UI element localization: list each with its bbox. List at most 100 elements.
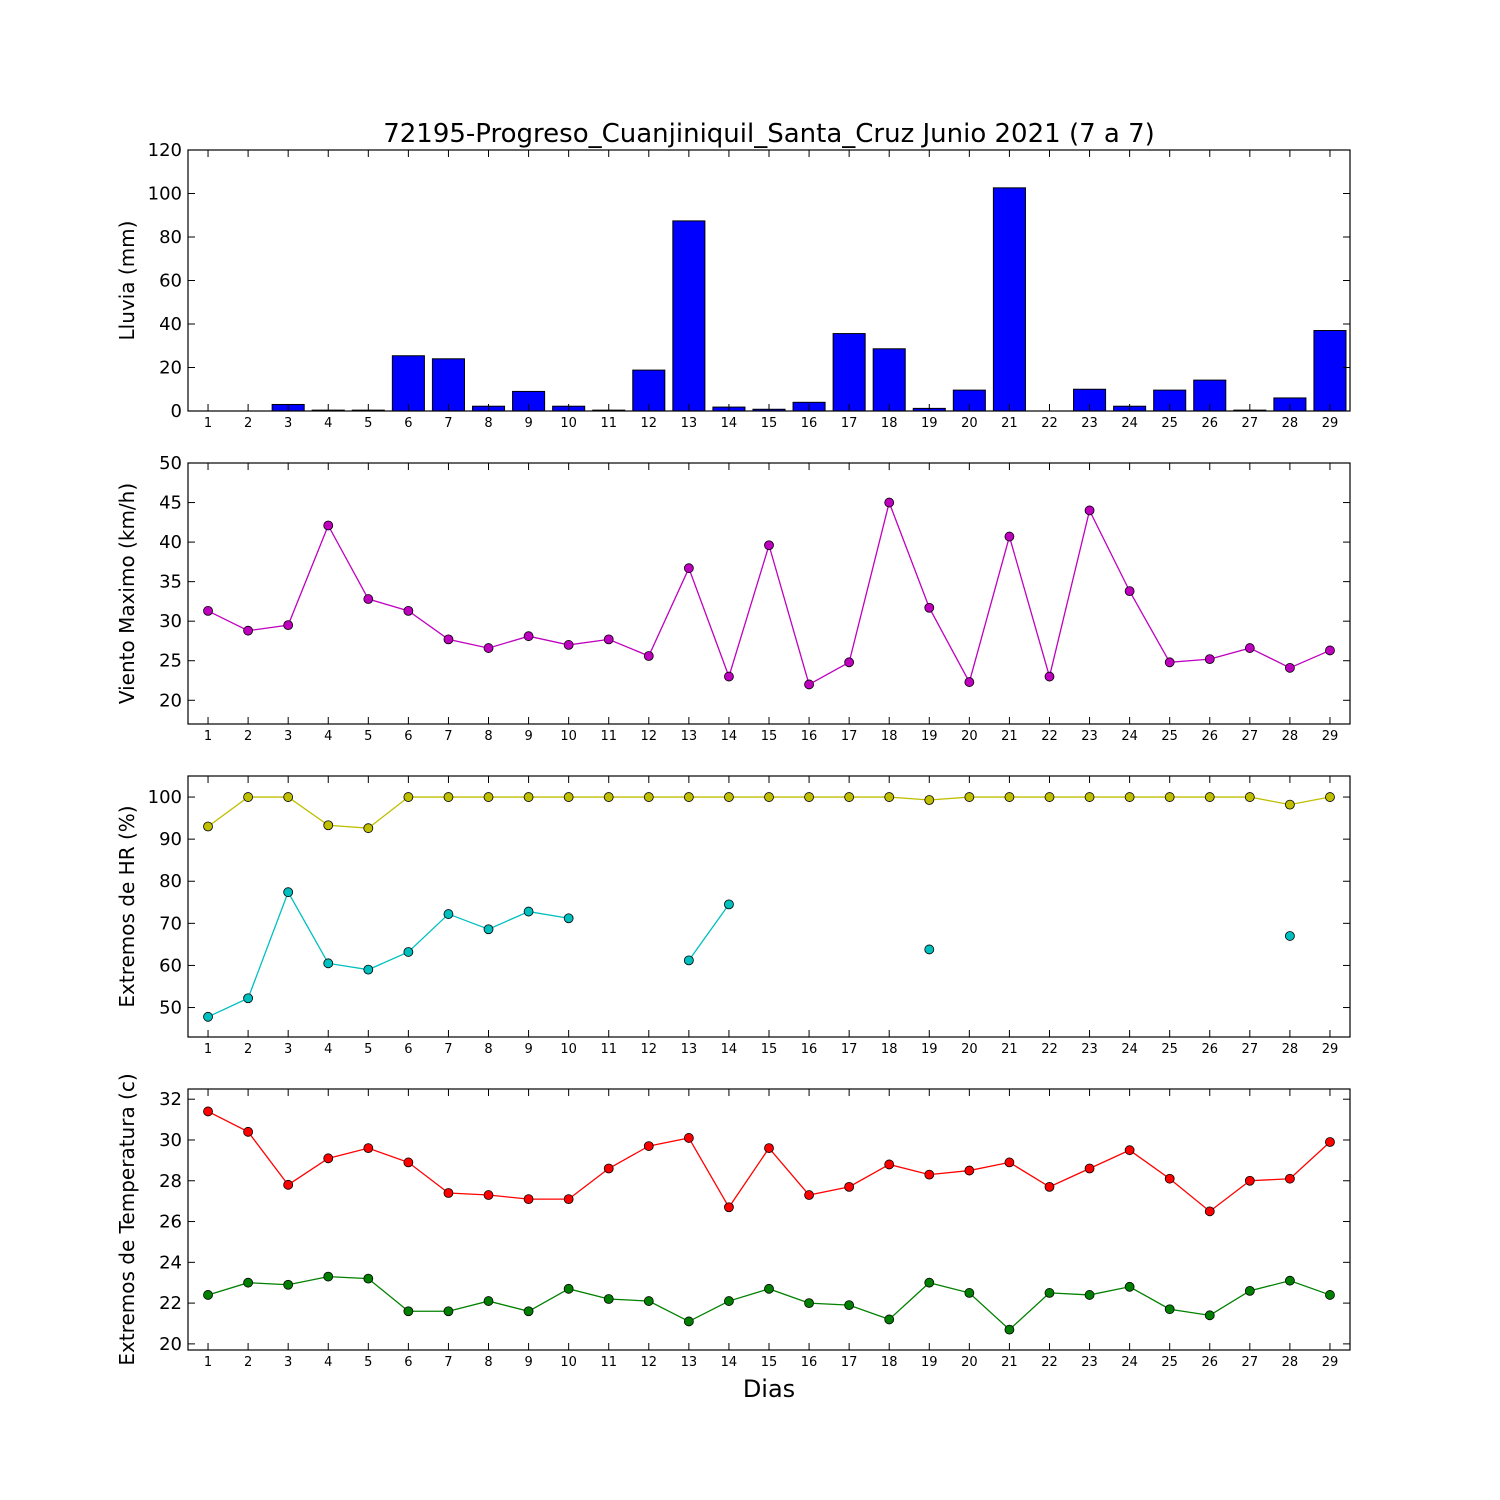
chart-title: 72195-Progreso_Cuanjiniquil_Santa_Cruz J…	[383, 119, 1155, 149]
x-tick-label: 10	[560, 1042, 577, 1057]
x-tick-label: 19	[921, 416, 938, 431]
series-1-point-day-4	[323, 820, 334, 831]
series-1-point-day-2	[243, 1126, 254, 1137]
y-axis-label: Viento Maximo (km/h)	[115, 483, 139, 704]
series-1-point-day-24	[1124, 792, 1135, 802]
series-1-point-day-23	[1084, 792, 1095, 802]
x-tick-label: 21	[1001, 1042, 1018, 1057]
x-tick-label: 1	[204, 729, 212, 744]
series-1-point-day-12	[643, 1141, 654, 1151]
series-2-point-day-17	[844, 1300, 855, 1311]
x-tick-label: 17	[841, 416, 858, 431]
series-1-point-day-18	[884, 792, 895, 802]
series-2-point-day-7	[443, 1306, 454, 1317]
x-tick-label: 23	[1081, 729, 1098, 744]
series-1-point-day-27	[1244, 643, 1255, 653]
x-tick-label: 18	[881, 416, 898, 431]
x-tick-label: 7	[444, 729, 452, 744]
series-1-point-day-14	[724, 1202, 734, 1213]
x-tick-label: 15	[761, 416, 778, 431]
series-2-point-day-29	[1325, 1290, 1335, 1300]
series-1-point-day-8	[483, 643, 494, 653]
series-2-point-day-1	[203, 1011, 213, 1022]
series-1-point-day-13	[683, 1133, 694, 1143]
x-tick-label: 29	[1322, 416, 1339, 431]
series-1-point-day-5	[363, 823, 374, 834]
series-1-point-day-23	[1084, 1163, 1095, 1174]
x-tick-label: 11	[600, 1042, 617, 1057]
series-1-point-day-6	[403, 792, 414, 802]
series-1-point-day-1	[203, 1106, 213, 1117]
y-tick-label: 20	[159, 690, 182, 711]
x-tick-label: 17	[841, 1355, 858, 1370]
series-2-point-day-14	[724, 1296, 734, 1306]
series-2-point-day-5	[363, 964, 374, 975]
x-tick-label: 19	[921, 1355, 938, 1370]
axes-frame	[187, 1088, 1351, 1351]
axes-frame	[187, 462, 1351, 725]
series-2-point-day-8	[483, 924, 494, 935]
series-1-point-day-21	[1004, 1157, 1015, 1168]
x-tick-label: 24	[1121, 729, 1138, 744]
x-tick-label: 28	[1282, 416, 1299, 431]
x-tick-label: 16	[801, 416, 818, 431]
x-tick-label: 4	[324, 729, 332, 744]
x-tick-label: 4	[324, 1355, 332, 1370]
x-tick-label: 2	[244, 729, 252, 744]
series-1-point-day-17	[844, 657, 855, 668]
series-1-point-day-22	[1044, 671, 1055, 682]
x-tick-label: 6	[404, 1042, 412, 1057]
x-tick-label: 6	[404, 1355, 412, 1370]
x-tick-label: 9	[524, 729, 532, 744]
series-1-point-day-11	[603, 1163, 614, 1174]
series-1-point-day-17	[844, 1181, 855, 1192]
y-tick-label: 45	[159, 493, 182, 514]
series-1-point-day-17	[844, 792, 855, 802]
x-tick-label: 27	[1242, 416, 1259, 431]
x-tick-label: 21	[1001, 416, 1018, 431]
x-tick-label: 20	[961, 1042, 978, 1057]
series-1-point-day-7	[443, 1188, 454, 1198]
y-tick-label: 80	[159, 871, 182, 892]
series-2-point-day-11	[603, 1294, 614, 1304]
series-1-point-day-25	[1164, 1173, 1175, 1184]
series-1-point-day-21	[1004, 531, 1015, 542]
series-1-point-day-15	[764, 1143, 774, 1154]
x-axis-label: Dias	[743, 1375, 795, 1403]
x-tick-label: 20	[961, 1355, 978, 1370]
x-tick-label: 29	[1322, 1042, 1339, 1057]
bar-day-17	[832, 333, 866, 412]
x-tick-label: 27	[1242, 729, 1259, 744]
x-tick-label: 15	[761, 1355, 778, 1370]
x-tick-label: 17	[841, 1042, 858, 1057]
series-1-point-day-29	[1325, 792, 1335, 802]
series-1-point-day-8	[483, 1190, 494, 1200]
series-2-point-day-12	[643, 1296, 654, 1306]
series-2-point-day-28	[1284, 931, 1295, 941]
x-tick-label: 18	[881, 1355, 898, 1370]
x-tick-label: 14	[721, 729, 738, 744]
x-tick-label: 4	[324, 1042, 332, 1057]
series-2-point-day-23	[1084, 1290, 1095, 1300]
x-tick-label: 3	[284, 1355, 292, 1370]
series-1-point-day-11	[603, 634, 614, 645]
x-tick-label: 18	[881, 1042, 898, 1057]
x-tick-label: 18	[881, 729, 898, 744]
series-1-point-day-26	[1204, 792, 1215, 802]
series-2-point-day-10	[563, 1283, 574, 1294]
x-tick-label: 12	[641, 416, 658, 431]
series-2-point-day-16	[804, 1298, 814, 1309]
series-2-point-day-19	[924, 1277, 935, 1288]
x-tick-label: 14	[721, 1042, 738, 1057]
series-1-point-day-4	[323, 520, 334, 531]
x-tick-label: 16	[801, 1042, 818, 1057]
x-tick-label: 22	[1041, 1042, 1058, 1057]
series-2-point-day-2	[243, 993, 254, 1004]
x-tick-label: 4	[324, 416, 332, 431]
x-tick-label: 1	[204, 416, 212, 431]
series-2-point-day-27	[1244, 1285, 1255, 1296]
x-tick-label: 6	[404, 729, 412, 744]
series-1-point-day-13	[683, 792, 694, 802]
